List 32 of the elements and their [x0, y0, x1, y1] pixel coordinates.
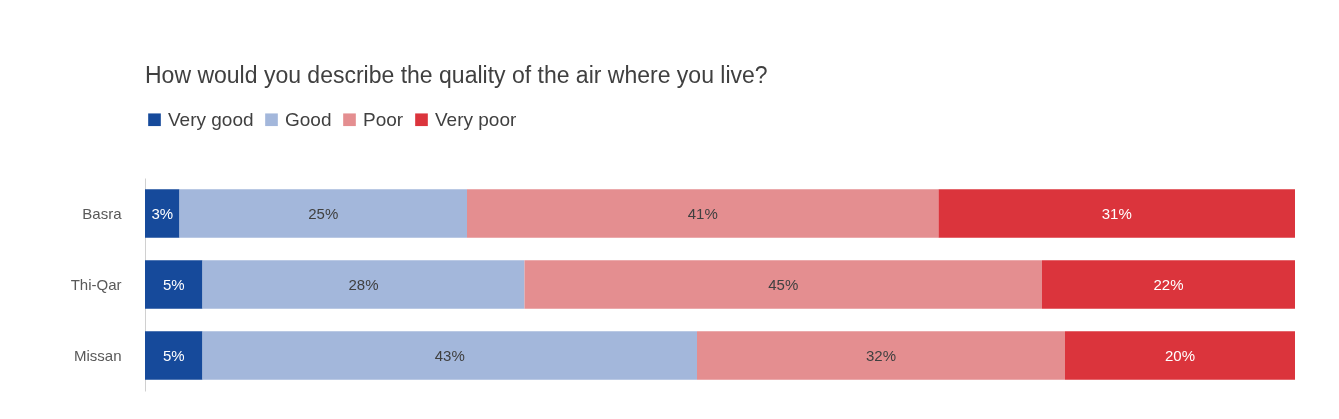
legend-label: Very good: [168, 108, 254, 130]
y-tick-label: Thi-Qar: [70, 275, 122, 293]
data-label: 28%: [348, 275, 379, 293]
legend-label: Very poor: [435, 108, 517, 130]
data-label: 20%: [1164, 346, 1196, 364]
data-label: 22%: [1153, 275, 1184, 293]
chart-title: How would you describe the quality of the air where you live?: [145, 62, 768, 88]
data-label: 31%: [1101, 204, 1132, 222]
bar: [145, 260, 203, 309]
bar: [145, 331, 203, 380]
data-label: 43%: [434, 346, 465, 364]
data-label: 5%: [162, 346, 185, 364]
bar: [467, 189, 939, 238]
bar: [524, 260, 1042, 309]
bar: [1065, 331, 1295, 380]
data-label: 45%: [768, 275, 799, 293]
data-label: 41%: [687, 204, 718, 222]
bar: [179, 189, 467, 238]
bar: [202, 331, 697, 380]
data-label: 3%: [151, 204, 174, 222]
y-tick-label: Basra: [82, 204, 123, 222]
data-label: 5%: [162, 275, 185, 293]
bar: [938, 189, 1295, 238]
legend-label: Poor: [363, 108, 404, 130]
data-label: 25%: [308, 204, 339, 222]
legend-label: Good: [285, 108, 332, 130]
bar: [697, 331, 1065, 380]
bar: [145, 189, 180, 238]
bar: [202, 260, 525, 309]
bar: [1042, 260, 1295, 309]
data-label: 32%: [865, 346, 897, 364]
y-tick-label: Missan: [73, 346, 122, 364]
